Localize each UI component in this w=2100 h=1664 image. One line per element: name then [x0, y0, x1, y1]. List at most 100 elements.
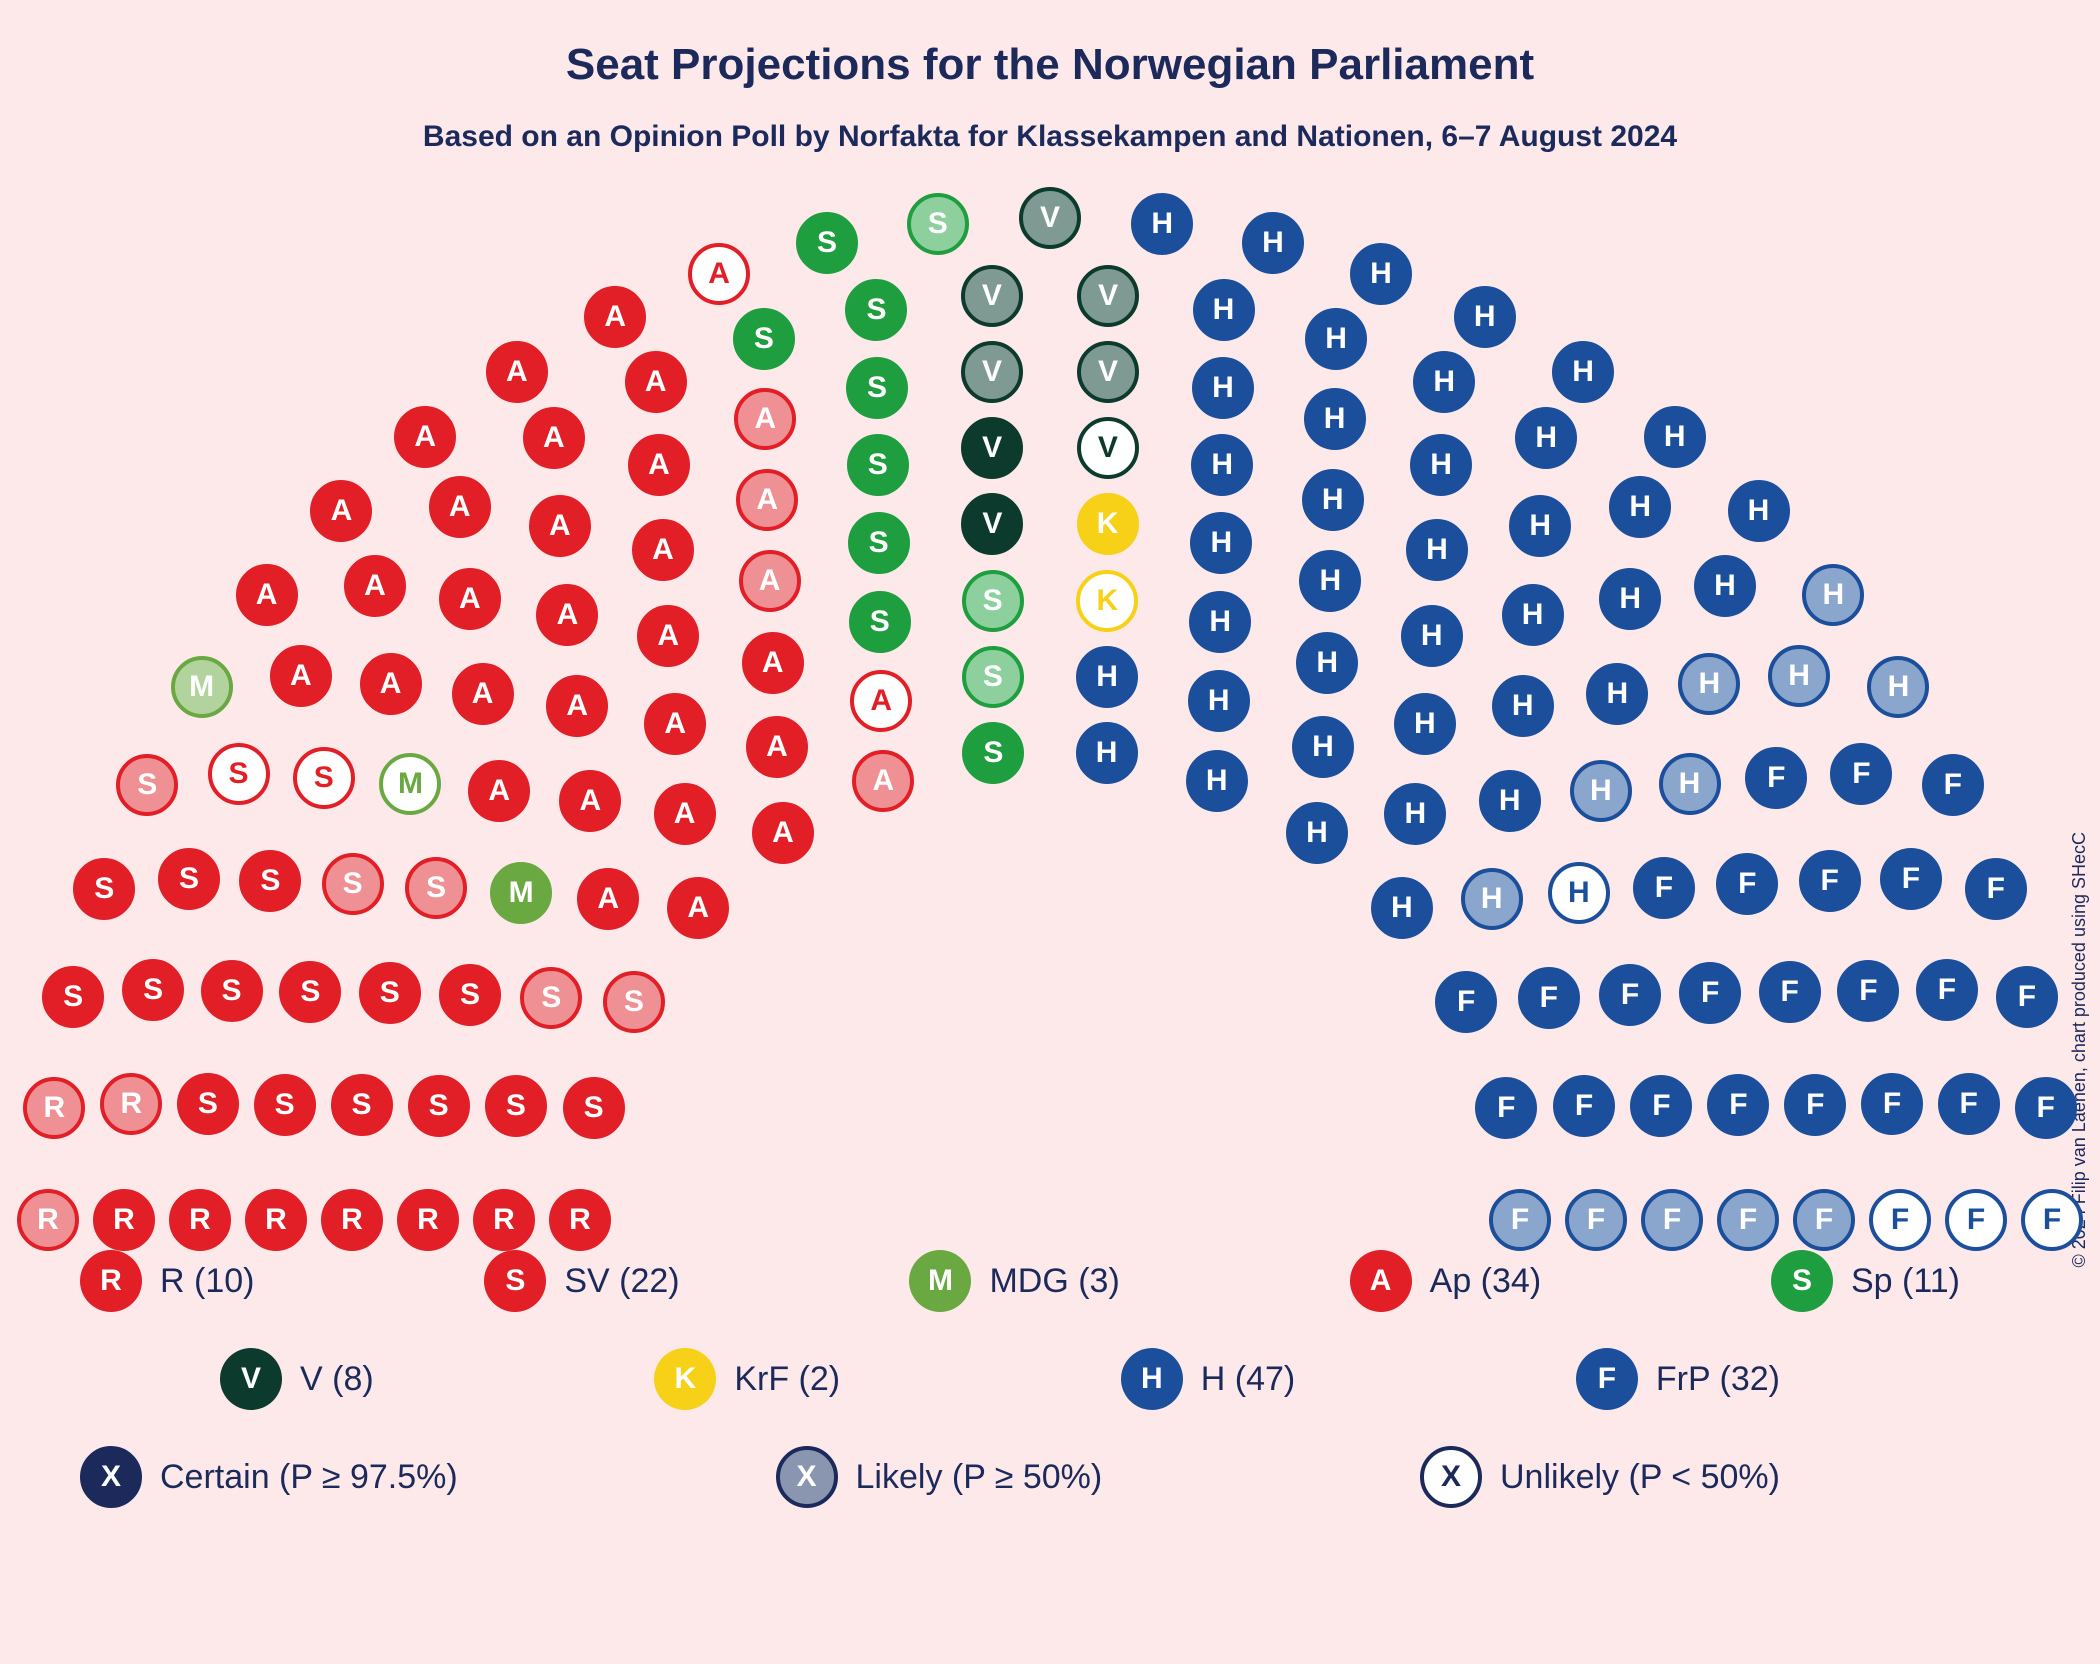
seat: A: [625, 351, 687, 413]
seat: F: [2015, 1077, 2077, 1139]
seat: V: [1077, 417, 1139, 479]
legend: RR (10)SSV (22)MMDG (3)AAp (34)SSp (11) …: [60, 1250, 2040, 1544]
seat: H: [1131, 193, 1193, 255]
seat: H: [1384, 783, 1446, 845]
legend-item-mdg: MMDG (3): [909, 1250, 1119, 1312]
seat: H: [1570, 760, 1632, 822]
seat: F: [1869, 1189, 1931, 1251]
legend-item-unlikely: XUnlikely (P < 50%): [1420, 1446, 1780, 1508]
seat: V: [1077, 265, 1139, 327]
seat: A: [270, 645, 332, 707]
legend-row-probability: XCertain (P ≥ 97.5%)XLikely (P ≥ 50%)XUn…: [60, 1446, 2040, 1508]
legend-swatch: S: [484, 1250, 546, 1312]
seat: A: [654, 783, 716, 845]
seat: F: [1938, 1073, 2000, 1135]
seat: H: [1867, 656, 1929, 718]
seat: V: [961, 341, 1023, 403]
seat: H: [1350, 243, 1412, 305]
seat: F: [1745, 747, 1807, 809]
seat: A: [394, 406, 456, 468]
seat: S: [331, 1074, 393, 1136]
seat: S: [520, 967, 582, 1029]
seat: S: [563, 1077, 625, 1139]
seat: H: [1802, 564, 1864, 626]
seat: F: [1996, 966, 2058, 1028]
seat: H: [1299, 550, 1361, 612]
seat: S: [907, 193, 969, 255]
seat: F: [1965, 858, 2027, 920]
seat: A: [523, 407, 585, 469]
seat: A: [577, 868, 639, 930]
seat: F: [1799, 850, 1861, 912]
seat: A: [850, 670, 912, 732]
seat: A: [746, 716, 808, 778]
seat: F: [1717, 1189, 1779, 1251]
seat: S: [845, 279, 907, 341]
seat: S: [293, 747, 355, 809]
page-root: Seat Projections for the Norwegian Parli…: [0, 0, 2100, 1664]
seat: F: [1784, 1074, 1846, 1136]
legend-item-ap: AAp (34): [1350, 1250, 1542, 1312]
legend-swatch: S: [1771, 1250, 1833, 1312]
seat: H: [1479, 770, 1541, 832]
seat: S: [322, 853, 384, 915]
seat: H: [1694, 555, 1756, 617]
seat: A: [752, 802, 814, 864]
legend-swatch: K: [654, 1348, 716, 1410]
legend-label: Sp (11): [1851, 1262, 1960, 1301]
seat: H: [1406, 519, 1468, 581]
legend-swatch: F: [1576, 1348, 1638, 1410]
seat: S: [439, 964, 501, 1026]
legend-item-r: RR (10): [80, 1250, 254, 1312]
seat: F: [1641, 1189, 1703, 1251]
seat: R: [549, 1189, 611, 1251]
seat: S: [603, 971, 665, 1033]
seat: H: [1286, 802, 1348, 864]
seat: S: [73, 858, 135, 920]
legend-item-sp: S Sp (11): [1771, 1250, 1960, 1312]
hemicycle-chart: RRRRRRRRRRSSSSSSSSSSSSSSSSSSSSSSMMMAAAAA…: [0, 180, 2100, 1230]
seat: F: [1489, 1189, 1551, 1251]
seat: F: [1837, 960, 1899, 1022]
seat: A: [739, 550, 801, 612]
seat: H: [1191, 434, 1253, 496]
seat: S: [408, 1075, 470, 1137]
legend-item-certain: XCertain (P ≥ 97.5%): [80, 1446, 458, 1508]
seat: S: [42, 966, 104, 1028]
seat: H: [1302, 469, 1364, 531]
seat: H: [1242, 212, 1304, 274]
seat: A: [734, 388, 796, 450]
seat: A: [852, 750, 914, 812]
seat: H: [1401, 605, 1463, 667]
seat: F: [1633, 857, 1695, 919]
seat: R: [169, 1189, 231, 1251]
seat: F: [1916, 959, 1978, 1021]
seat: H: [1492, 675, 1554, 737]
seat: H: [1552, 341, 1614, 403]
chart-subtitle: Based on an Opinion Poll by Norfakta for…: [0, 120, 2100, 154]
seat: H: [1296, 632, 1358, 694]
seat: A: [468, 760, 530, 822]
legend-item-sv: SSV (22): [484, 1250, 679, 1312]
seat: S: [208, 743, 270, 805]
seat: H: [1076, 722, 1138, 784]
seat: A: [736, 469, 798, 531]
seat: S: [796, 212, 858, 274]
seat: H: [1509, 495, 1571, 557]
seat: A: [667, 877, 729, 939]
legend-item-krf: KKrF (2): [654, 1348, 840, 1410]
seat: S: [485, 1075, 547, 1137]
seat: H: [1413, 351, 1475, 413]
seat: S: [962, 722, 1024, 784]
seat: A: [536, 584, 598, 646]
seat: A: [529, 495, 591, 557]
seat: S: [158, 848, 220, 910]
legend-swatch: X: [80, 1446, 142, 1508]
seat: F: [1759, 961, 1821, 1023]
legend-swatch: A: [1350, 1250, 1412, 1312]
seat: A: [439, 568, 501, 630]
legend-swatch: X: [1420, 1446, 1482, 1508]
seat: R: [245, 1189, 307, 1251]
seat: R: [473, 1189, 535, 1251]
legend-label: R (10): [160, 1262, 254, 1301]
